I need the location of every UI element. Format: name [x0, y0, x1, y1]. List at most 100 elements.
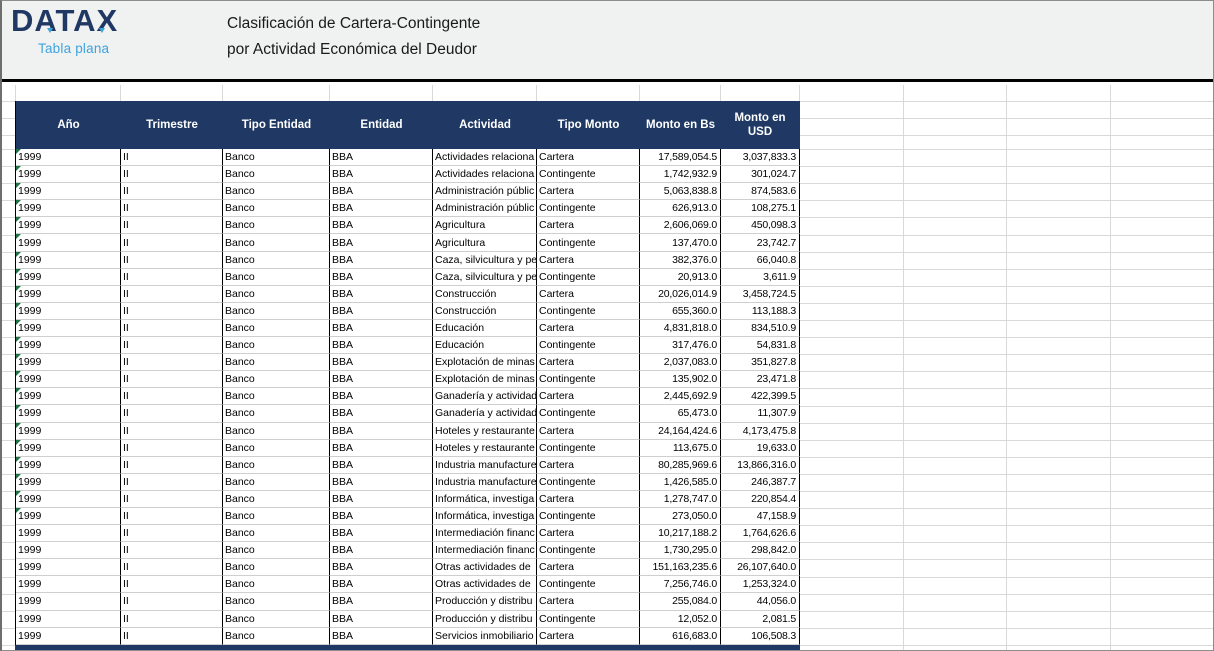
cell-monto-usd[interactable]: 13,866,316.0 [721, 456, 800, 474]
cell-monto-usd[interactable]: 301,024.7 [721, 166, 800, 184]
cell-actividad[interactable]: Actividades relaciona [433, 149, 537, 167]
cell-año[interactable]: 1999 [16, 559, 121, 577]
column-header[interactable]: Año [16, 101, 121, 149]
cell-monto-bs[interactable]: 137,470.0 [640, 234, 721, 252]
cell-tipo-monto[interactable]: Contingente [537, 371, 640, 389]
cell-monto-usd[interactable]: 450,098.3 [721, 217, 800, 235]
cell-trimestre[interactable]: II [121, 251, 223, 269]
cell-actividad[interactable]: Agricultura [433, 217, 537, 235]
cell-año[interactable]: 1999 [16, 507, 121, 526]
cell-entidad[interactable]: BBA [330, 507, 433, 526]
cell-año[interactable]: 1999 [16, 268, 121, 286]
cell-monto-bs[interactable]: 2,445,692.9 [640, 388, 721, 406]
cell-monto-usd[interactable]: 2,081.5 [721, 610, 800, 628]
cell-tipo-monto[interactable]: Contingente [537, 439, 640, 457]
cell-monto-usd[interactable]: 66,040.8 [721, 251, 800, 269]
cell-monto-usd[interactable]: 246,387.7 [721, 473, 800, 491]
cell-trimestre[interactable]: II [121, 473, 223, 491]
cell-tipo-monto[interactable]: Cartera [537, 456, 640, 474]
cell-monto-bs[interactable]: 10,217,188.2 [640, 525, 721, 543]
cell-año[interactable]: 1999 [16, 285, 121, 303]
cell-tipo-monto[interactable]: Contingente [537, 234, 640, 252]
cell-entidad[interactable]: BBA [330, 456, 433, 474]
cell-tipo-monto[interactable]: Contingente [537, 302, 640, 320]
cell-monto-bs[interactable]: 1,730,295.0 [640, 542, 721, 560]
cell-tipo-entidad[interactable]: Banco [223, 610, 330, 628]
cell-monto-usd[interactable]: 19,633.0 [721, 439, 800, 457]
cell-entidad[interactable]: BBA [330, 337, 433, 355]
cell-monto-bs[interactable]: 1,278,747.0 [640, 490, 721, 508]
cell-año[interactable]: 1999 [16, 627, 121, 645]
cell-monto-usd[interactable]: 11,307.9 [721, 405, 800, 423]
cell-actividad[interactable]: Caza, silvicultura y pe [433, 251, 537, 269]
cell-actividad[interactable]: Educación [433, 319, 537, 338]
column-header[interactable]: Entidad [330, 101, 433, 149]
cell-año[interactable]: 1999 [16, 200, 121, 218]
cell-entidad[interactable]: BBA [330, 439, 433, 457]
cell-actividad[interactable]: Industria manufacture [433, 456, 537, 474]
cell-entidad[interactable]: BBA [330, 422, 433, 440]
column-header[interactable]: Actividad [433, 101, 537, 149]
cell-tipo-entidad[interactable]: Banco [223, 593, 330, 611]
cell-año[interactable]: 1999 [16, 405, 121, 423]
cell-actividad[interactable]: Informática, investiga [433, 490, 537, 508]
cell-trimestre[interactable]: II [121, 405, 223, 423]
cell-monto-usd[interactable]: 26,107,640.0 [721, 559, 800, 577]
cell-tipo-monto[interactable]: Cartera [537, 559, 640, 577]
cell-actividad[interactable]: Actividades relaciona [433, 166, 537, 184]
cell-monto-bs[interactable]: 4,831,818.0 [640, 319, 721, 338]
cell-tipo-monto[interactable]: Contingente [537, 542, 640, 560]
cell-actividad[interactable]: Explotación de minas [433, 371, 537, 389]
cell-año[interactable]: 1999 [16, 490, 121, 508]
cell-monto-bs[interactable]: 7,256,746.0 [640, 576, 721, 594]
cell-entidad[interactable]: BBA [330, 405, 433, 423]
cell-entidad[interactable]: BBA [330, 183, 433, 201]
cell-monto-usd[interactable]: 54,831.8 [721, 337, 800, 355]
cell-trimestre[interactable]: II [121, 354, 223, 372]
cell-monto-bs[interactable]: 382,376.0 [640, 251, 721, 269]
cell-entidad[interactable]: BBA [330, 200, 433, 218]
cell-tipo-monto[interactable]: Contingente [537, 507, 640, 526]
cell-trimestre[interactable]: II [121, 507, 223, 526]
cell-entidad[interactable]: BBA [330, 627, 433, 645]
cell-monto-bs[interactable]: 2,606,069.0 [640, 217, 721, 235]
cell-monto-bs[interactable]: 616,683.0 [640, 627, 721, 645]
cell-tipo-entidad[interactable]: Banco [223, 490, 330, 508]
cell-monto-usd[interactable]: 113,188.3 [721, 302, 800, 320]
cell-año[interactable]: 1999 [16, 183, 121, 201]
cell-actividad[interactable]: Hoteles y restaurante [433, 439, 537, 457]
cell-actividad[interactable]: Producción y distribu [433, 610, 537, 628]
cell-tipo-entidad[interactable]: Banco [223, 507, 330, 526]
cell-monto-bs[interactable]: 20,026,014.9 [640, 285, 721, 303]
cell-tipo-monto[interactable]: Cartera [537, 593, 640, 611]
cell-actividad[interactable]: Industria manufacture [433, 473, 537, 491]
cell-actividad[interactable]: Administración públic [433, 183, 537, 201]
cell-monto-usd[interactable]: 3,611.9 [721, 268, 800, 286]
cell-entidad[interactable]: BBA [330, 268, 433, 286]
cell-entidad[interactable]: BBA [330, 371, 433, 389]
cell-tipo-entidad[interactable]: Banco [223, 268, 330, 286]
cell-año[interactable]: 1999 [16, 456, 121, 474]
cell-entidad[interactable]: BBA [330, 302, 433, 320]
cell-tipo-entidad[interactable]: Banco [223, 473, 330, 491]
cell-año[interactable]: 1999 [16, 149, 121, 167]
cell-monto-bs[interactable]: 12,052.0 [640, 610, 721, 628]
cell-tipo-monto[interactable]: Contingente [537, 166, 640, 184]
cell-tipo-entidad[interactable]: Banco [223, 542, 330, 560]
cell-monto-usd[interactable]: 3,037,833.3 [721, 149, 800, 167]
cell-monto-bs[interactable]: 2,037,083.0 [640, 354, 721, 372]
cell-monto-usd[interactable]: 44,056.0 [721, 593, 800, 611]
cell-tipo-entidad[interactable]: Banco [223, 388, 330, 406]
cell-monto-bs[interactable]: 24,164,424.6 [640, 422, 721, 440]
cell-monto-usd[interactable]: 23,742.7 [721, 234, 800, 252]
cell-trimestre[interactable]: II [121, 490, 223, 508]
cell-trimestre[interactable]: II [121, 166, 223, 184]
column-header[interactable]: Tipo Monto [537, 101, 640, 149]
cell-tipo-monto[interactable]: Cartera [537, 388, 640, 406]
cell-entidad[interactable]: BBA [330, 234, 433, 252]
cell-monto-usd[interactable]: 220,854.4 [721, 490, 800, 508]
cell-actividad[interactable]: Otras actividades de [433, 559, 537, 577]
cell-tipo-entidad[interactable]: Banco [223, 439, 330, 457]
cell-tipo-entidad[interactable]: Banco [223, 422, 330, 440]
cell-trimestre[interactable]: II [121, 388, 223, 406]
